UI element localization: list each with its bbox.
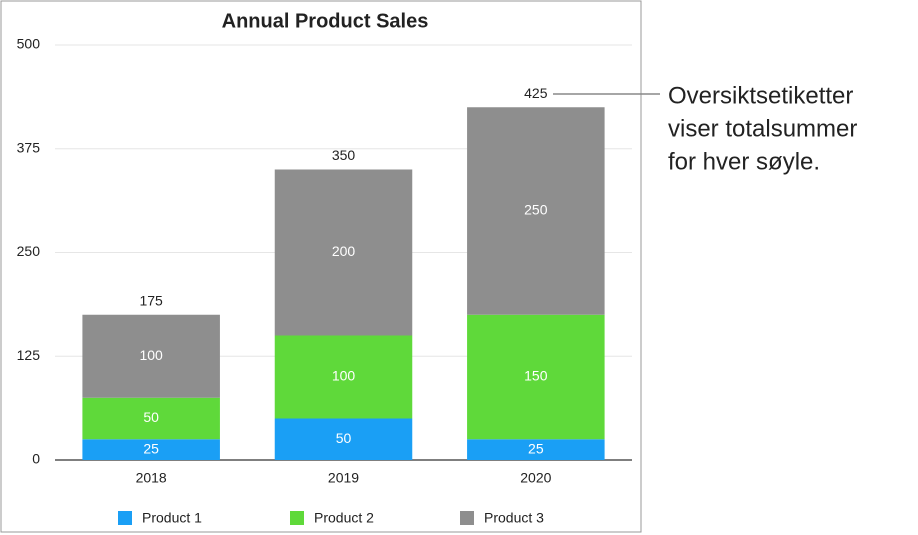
value-label: 25 <box>528 440 544 456</box>
bar-segment <box>82 397 220 440</box>
bar-segment <box>82 439 220 460</box>
bar-segment <box>82 314 220 398</box>
bar-segment <box>467 314 605 440</box>
legend-swatch <box>460 511 474 525</box>
bar-segment <box>274 418 413 460</box>
legend-swatch <box>118 511 132 525</box>
legend-label: Product 3 <box>484 510 544 526</box>
value-label: 150 <box>524 368 548 384</box>
value-label: 200 <box>332 243 356 259</box>
y-tick-label: 125 <box>17 347 41 363</box>
x-tick-label: 2018 <box>136 470 167 486</box>
y-tick-label: 0 <box>32 451 40 467</box>
legend-swatch <box>290 511 304 525</box>
value-label: 100 <box>139 347 163 363</box>
y-tick-label: 500 <box>17 36 41 52</box>
y-tick-label: 250 <box>17 243 41 259</box>
chart-frame <box>0 0 642 533</box>
annotation-text: for hver søyle. <box>668 148 820 175</box>
total-label: 350 <box>332 147 356 163</box>
bar-segment <box>274 335 413 419</box>
bar-segment <box>467 107 605 315</box>
value-label: 100 <box>332 368 356 384</box>
total-label: 175 <box>139 292 163 308</box>
value-label: 25 <box>143 440 159 456</box>
value-label: 50 <box>336 430 352 446</box>
annotation-text: viser totalsummer <box>668 115 857 142</box>
annotation-text: Oversiktsetiketter <box>668 82 853 109</box>
value-label: 50 <box>143 409 159 425</box>
chart-title: Annual Product Sales <box>222 10 429 32</box>
bar-segment <box>274 169 413 336</box>
y-tick-label: 375 <box>17 139 41 155</box>
bar-segment <box>467 439 605 460</box>
legend-label: Product 2 <box>314 510 374 526</box>
legend-label: Product 1 <box>142 510 202 526</box>
x-tick-label: 2019 <box>328 470 359 486</box>
x-tick-label: 2020 <box>520 470 551 486</box>
value-label: 250 <box>524 202 548 218</box>
total-label: 425 <box>524 85 548 101</box>
